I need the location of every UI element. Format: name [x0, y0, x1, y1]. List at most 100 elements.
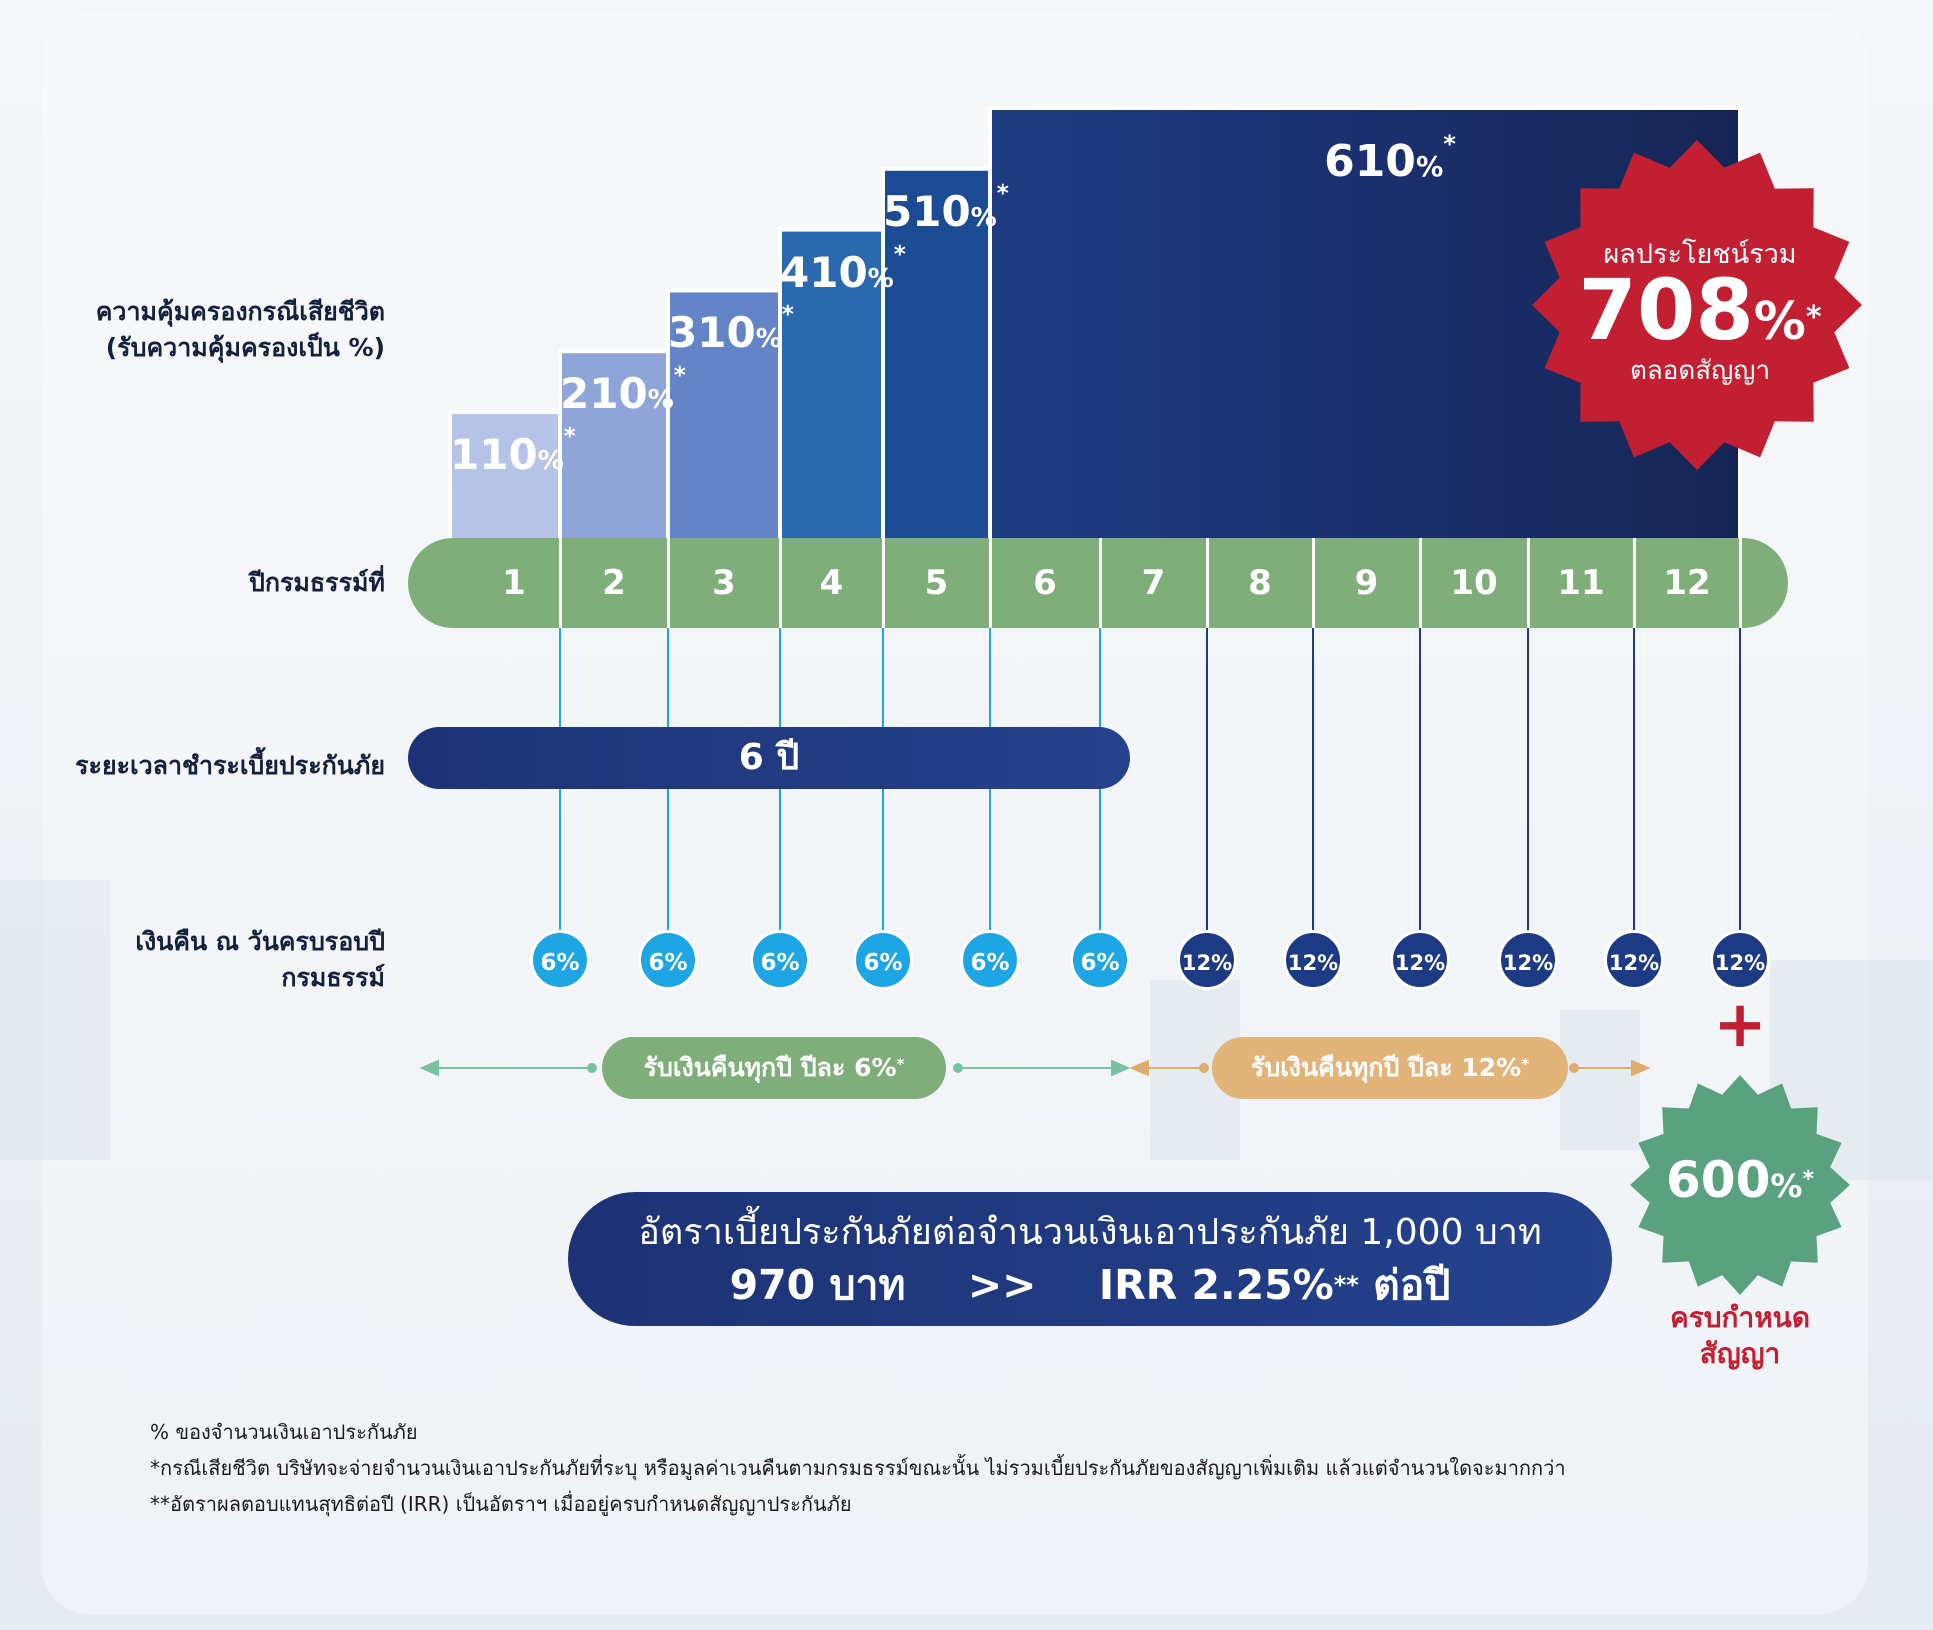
coverage-bar-asterisk: *: [563, 424, 576, 450]
refund-year-10: 12%: [1498, 930, 1558, 990]
coverage-bar-pct: %: [1415, 152, 1444, 183]
refund-range-6pct-label: รับเงินคืนทุกปี ปีละ 6%: [643, 1053, 897, 1082]
refund-year-4: 6%: [853, 930, 913, 990]
coverage-bar-value: 210: [560, 369, 648, 419]
coverage-bar-pct: %: [647, 385, 674, 416]
policy-year-8: 8: [1248, 563, 1272, 603]
year-divider: [667, 538, 670, 628]
coverage-bar-asterisk: *: [781, 302, 794, 329]
total-benefit-number: 708: [1578, 261, 1754, 359]
year-divider: [1099, 538, 1102, 628]
refund-year-3: 6%: [750, 930, 810, 990]
coverage-bar-asterisk: *: [996, 180, 1009, 207]
premium-amount: 970 บาท: [729, 1261, 906, 1309]
year-divider: [1633, 538, 1636, 628]
maturity-plus-icon: +: [1713, 988, 1767, 1062]
refund-year-8: 12%: [1283, 930, 1343, 990]
premium-per-year: ต่อปี: [1373, 1261, 1451, 1309]
coverage-bar-pct: %: [970, 202, 997, 233]
premium-irr-value: IRR 2.25%: [1098, 1261, 1334, 1309]
year-divider: [989, 538, 992, 628]
coverage-bar-pct: %: [537, 446, 564, 476]
refund-year-12: 12%: [1710, 930, 1770, 990]
coverage-row-label: ความคุ้มครองกรณีเสียชีวิต (รับความคุ้มคร…: [40, 294, 385, 366]
maturity-label-line1: ครบกำหนด: [1670, 1301, 1810, 1334]
refund-range-6pct-asterisk: *: [896, 1055, 905, 1073]
coverage-label-line1: ความคุ้มครองกรณีเสียชีวิต: [95, 297, 385, 326]
maturity-value: 600%*: [1630, 1150, 1850, 1216]
maturity-asterisk: *: [1802, 1167, 1814, 1192]
coverage-bar-pct: %: [867, 263, 894, 294]
year-divider: [1206, 538, 1209, 628]
year-divider: [1527, 538, 1530, 628]
footnote-1: % ของจำนวนเงินเอาประกันภัย: [150, 1420, 418, 1444]
premium-rate-box: อัตราเบี้ยประกันภัยต่อจำนวนเงินเอาประกัน…: [568, 1192, 1612, 1326]
payment-period-label: ระยะเวลาชำระเบี้ยประกันภัย: [75, 751, 385, 780]
policy-year-6: 6: [1033, 563, 1057, 603]
refund-year-11: 12%: [1604, 930, 1664, 990]
coverage-bar-asterisk: *: [1443, 130, 1456, 158]
coverage-bar-pct: %: [755, 324, 782, 355]
maturity-number: 600: [1666, 1151, 1771, 1209]
coverage-bar-label-3: 310%*: [668, 302, 794, 358]
maturity-label: ครบกำหนด สัญญา: [1630, 1300, 1850, 1372]
coverage-bar-year-5: [881, 166, 992, 543]
policy-year-2: 2: [602, 563, 626, 603]
refund-year-2: 6%: [638, 930, 698, 990]
premium-line1: อัตราเบี้ยประกันภัยต่อจำนวนเงินเอาประกัน…: [638, 1212, 1542, 1253]
maturity-label-line2: สัญญา: [1699, 1337, 1781, 1370]
policy-year-3: 3: [712, 563, 736, 603]
footnote-3: **อัตราผลตอบแทนสุทธิต่อปี (IRR) เป็นอัตร…: [150, 1492, 852, 1516]
skyline-decoration: [1560, 1010, 1640, 1150]
policy-year-label: ปีกรมธรรม์ที่: [249, 568, 385, 597]
refund-year-7: 12%: [1177, 930, 1237, 990]
coverage-bar-value: 110: [450, 430, 538, 479]
premium-irr: IRR 2.25%** ต่อปี: [1099, 1260, 1451, 1310]
policy-year-9: 9: [1354, 563, 1379, 603]
coverage-bar-value: 310: [668, 308, 756, 358]
coverage-bar-value: 610: [1324, 136, 1416, 187]
skyline-decoration: [0, 880, 110, 1160]
refund-row-label: เงินคืน ณ วันครบรอบปี กรมธรรม์: [40, 924, 385, 996]
coverage-bar-label-5: 510%*: [883, 181, 1009, 236]
refund-range-12pct-label: รับเงินคืนทุกปี ปีละ 12%: [1250, 1053, 1522, 1082]
policy-year-10: 10: [1450, 563, 1498, 603]
policy-year-7: 7: [1141, 563, 1166, 603]
refund-label-line1: เงินคืน ณ วันครบรอบปี: [135, 927, 385, 956]
premium-irr-mark: **: [1333, 1271, 1359, 1299]
refund-year-1: 6%: [530, 930, 590, 990]
refund-range-12pct: รับเงินคืนทุกปี ปีละ 12%*: [1212, 1037, 1568, 1099]
coverage-bar-value: 410: [780, 247, 868, 297]
coverage-bar-label-4: 410%*: [780, 242, 906, 297]
coverage-bar-value: 510: [883, 186, 971, 236]
policy-year-bar: 1 2 3 4 5 6 7 8 9 10 11 12: [408, 538, 1788, 628]
coverage-bar-label-6-12: 610%*: [1300, 130, 1480, 187]
total-benefit-asterisk: *: [1805, 300, 1822, 335]
year-divider: [1312, 538, 1315, 628]
policy-year-1: 1: [502, 563, 526, 603]
payment-period-bar: 6 ปี: [408, 727, 1130, 789]
coverage-bar-asterisk: *: [893, 241, 906, 268]
coverage-label-line2: (รับความคุ้มครองเป็น %): [105, 333, 385, 362]
refund-year-6: 6%: [1070, 930, 1130, 990]
total-benefit-value: 708%*: [1540, 262, 1860, 370]
refund-year-9: 12%: [1390, 930, 1450, 990]
refund-range-6pct: รับเงินคืนทุกปี ปีละ 6%*: [602, 1037, 946, 1099]
year-divider: [779, 538, 782, 628]
policy-year-12: 12: [1663, 563, 1711, 603]
policy-year-4: 4: [819, 563, 844, 603]
total-benefit-bottom: ตลอดสัญญา: [1629, 356, 1771, 386]
year-divider: [1419, 538, 1422, 628]
coverage-bar-label-1: 110%*: [450, 424, 576, 479]
year-divider: [1739, 538, 1742, 628]
maturity-pct: %: [1770, 1167, 1803, 1205]
footnote-2: *กรณีเสียชีวิต บริษัทจะจ่ายจำนวนเงินเอาป…: [150, 1456, 1566, 1480]
refund-year-5: 6%: [960, 930, 1020, 990]
year-divider: [559, 538, 562, 628]
refund-label-line2: กรมธรรม์: [281, 963, 385, 992]
coverage-bar-label-2: 210%*: [560, 363, 686, 419]
payment-period-value: 6 ปี: [738, 737, 800, 778]
year-divider: [882, 538, 885, 628]
policy-year-11: 11: [1557, 563, 1605, 603]
